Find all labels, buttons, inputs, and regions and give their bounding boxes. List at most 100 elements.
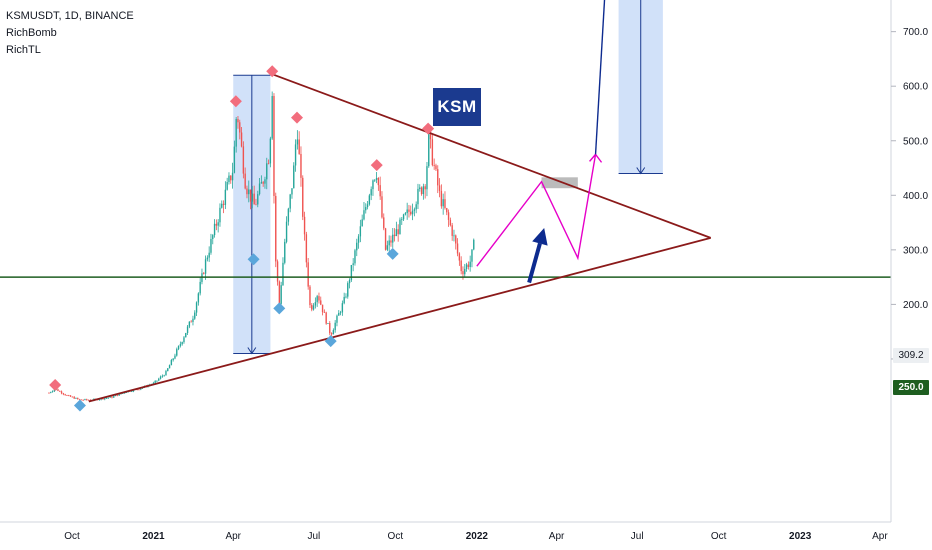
candle-body	[368, 195, 371, 205]
candle-body	[408, 209, 410, 212]
candle-body	[296, 139, 299, 145]
candle-body	[60, 391, 63, 394]
candle-body	[278, 281, 281, 304]
peak-marker	[291, 111, 304, 124]
candle-body	[383, 217, 385, 229]
candle-body	[289, 194, 291, 209]
x-tick-label: Apr	[872, 531, 888, 542]
candle-body	[446, 208, 448, 213]
candle-body	[210, 238, 212, 253]
candle-body	[156, 380, 158, 382]
x-axis: Oct 2021 Apr Jul Oct 2022 Apr Jul Oct 2023 Apr	[64, 531, 888, 542]
candle-body	[244, 173, 246, 189]
candle-body	[78, 398, 81, 400]
candle-body	[231, 172, 234, 181]
resistance-zone	[541, 177, 578, 189]
candle-body	[165, 371, 167, 376]
x-tick-label: Oct	[64, 531, 80, 542]
candle-body	[77, 397, 79, 399]
candle-body	[48, 392, 50, 394]
candle-body	[348, 280, 351, 284]
candle-body	[82, 399, 84, 401]
candle-body	[415, 204, 417, 210]
current-price-tag: 309.2	[893, 348, 929, 363]
peak-marker	[49, 378, 62, 391]
candle-body	[320, 300, 322, 305]
candle-body	[280, 285, 282, 304]
measure-box-arrowhead	[247, 347, 257, 355]
candle-body	[473, 239, 475, 250]
candle-body	[75, 397, 77, 399]
candle-body	[365, 207, 367, 211]
candle-body	[363, 210, 365, 220]
candle-body	[104, 398, 106, 400]
candle-body	[190, 321, 192, 323]
candle-body	[174, 355, 176, 359]
indicator-richbomb[interactable]: RichBomb	[6, 27, 57, 39]
candle-body	[302, 177, 304, 217]
peak-marker	[422, 122, 435, 135]
candle-body	[419, 187, 421, 189]
candle-body	[197, 293, 200, 303]
candle-body	[57, 389, 59, 391]
candle-body	[339, 312, 342, 314]
y-tick-label: 500.0	[903, 136, 928, 147]
candle-body	[163, 375, 165, 377]
candle-body	[260, 182, 263, 184]
candle-body	[228, 175, 230, 183]
candle-body	[285, 221, 288, 242]
candle-body	[309, 286, 311, 306]
candle-body	[168, 365, 171, 369]
candle-body	[343, 296, 345, 304]
candle-body	[321, 304, 324, 313]
candle-body	[206, 257, 209, 260]
candle-body	[69, 395, 72, 397]
symbol-title[interactable]: KSMUSDT, 1D, BINANCE	[6, 10, 134, 22]
measure-boxes	[233, 0, 663, 355]
candle-body	[449, 219, 452, 226]
candle-body	[271, 96, 273, 139]
peak-marker	[370, 159, 383, 172]
y-axis: 100.0200.0300.0400.0500.0600.0700.0800.0…	[891, 27, 928, 365]
candle-body	[447, 212, 450, 220]
candle-body	[426, 166, 428, 190]
candle-body	[356, 242, 358, 251]
candle-body	[248, 189, 250, 195]
ksm-label: KSM	[433, 88, 481, 126]
indicator-richtl[interactable]: RichTL	[6, 44, 41, 56]
candle-body	[80, 399, 83, 401]
candle-body	[334, 322, 336, 331]
candle-body	[246, 188, 248, 195]
candle-body	[444, 199, 446, 209]
breakout-arrowhead	[532, 228, 548, 246]
candle-body	[357, 236, 360, 243]
candle-body	[303, 216, 306, 235]
candle-body	[116, 395, 119, 396]
candle-body	[224, 189, 227, 205]
candle-body	[370, 189, 372, 196]
candle-body	[71, 396, 74, 398]
candle-body	[98, 399, 101, 401]
candle-body	[428, 131, 430, 167]
candle-body	[208, 252, 210, 258]
candle-body	[404, 213, 407, 215]
candle-body	[59, 390, 61, 392]
candle-body	[460, 260, 462, 272]
candle-body	[235, 119, 237, 147]
candle-body	[107, 397, 110, 399]
candle-body	[314, 302, 317, 306]
candle-body	[462, 271, 464, 275]
candle-body	[293, 165, 295, 189]
candle-body	[114, 395, 117, 397]
candle-body	[161, 375, 164, 377]
candle-body	[345, 296, 347, 298]
candle-body	[287, 208, 290, 222]
candle-body	[311, 305, 313, 310]
y-tick-label: 700.0	[903, 27, 928, 38]
candle-body	[399, 219, 401, 235]
candle-body	[336, 315, 338, 323]
candle-body	[138, 389, 140, 391]
candle-body	[154, 380, 156, 383]
candle-body	[282, 262, 284, 286]
